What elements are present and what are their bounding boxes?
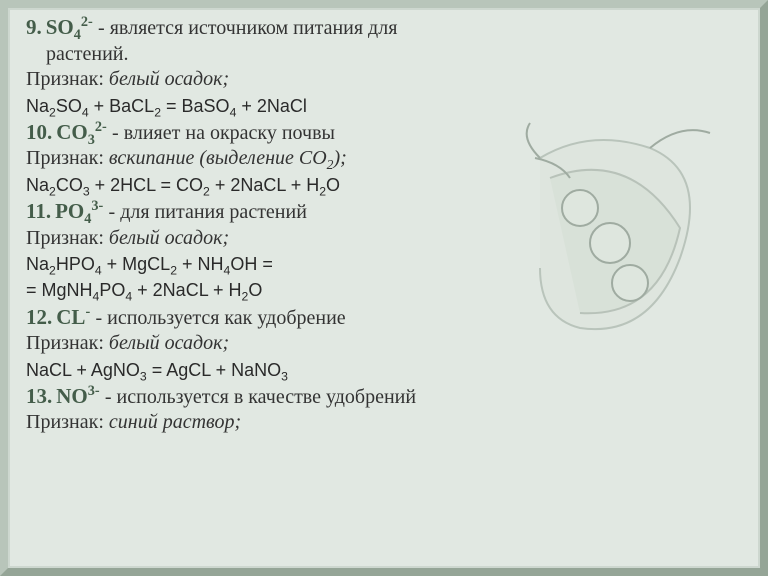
ion-base: CO: [56, 120, 88, 144]
sign-label: Признак:: [26, 227, 109, 249]
ion-formula: PO43-: [55, 199, 108, 223]
ion-formula: SO42-: [46, 15, 98, 39]
item-number: 13.: [26, 384, 52, 408]
sign-label: Признак:: [26, 332, 109, 354]
sign-tail: );: [333, 147, 346, 169]
ion-formula: NO3-: [56, 384, 105, 408]
item-10-heading: 10. CO32- - влияет на окраску почвы: [26, 119, 742, 147]
item-11-heading: 11. PO43- - для питания растений: [26, 198, 742, 226]
sign-text: белый осадок;: [109, 332, 229, 354]
item-number: 10.: [26, 120, 52, 144]
ion-charge: 2-: [95, 119, 107, 135]
item-11-equation-2: = MgNH4PO4 + 2NaCL + H2O: [26, 277, 742, 303]
item-desc: - используется в качестве удобрений: [105, 386, 416, 408]
ion-base: CL: [56, 305, 85, 329]
ion-charge: 3-: [91, 198, 103, 214]
sign-text: синий раствор;: [109, 411, 241, 433]
sign-text: вскипание (выделение CO2);: [109, 147, 347, 169]
ion-base: SO: [46, 15, 74, 39]
item-11-sign: Признак: белый осадок;: [26, 226, 742, 252]
item-12-sign: Признак: белый осадок;: [26, 331, 742, 357]
item-9-equation: Na2SO4 + BaCL2 = BaSO4 + 2NaCl: [26, 93, 742, 119]
item-10-sign: Признак: вскипание (выделение CO2);: [26, 146, 742, 172]
sign-text: белый осадок;: [109, 68, 229, 90]
ion-charge: 3-: [88, 383, 100, 399]
slide-container: 9. SO42- - является источником питания д…: [0, 0, 768, 576]
item-9-sign: Признак: белый осадок;: [26, 67, 742, 93]
item-desc: - является источником питания для: [98, 17, 397, 39]
item-desc: - влияет на окраску почвы: [112, 122, 335, 144]
item-desc: - используется как удобрение: [95, 307, 345, 329]
item-10-equation: Na2CO3 + 2HCL = CO2 + 2NaCL + H2O: [26, 172, 742, 198]
ion-formula: CO32-: [56, 120, 112, 144]
sign-label: Признак:: [26, 68, 109, 90]
item-9-heading: 9. SO42- - является источником питания д…: [26, 14, 742, 42]
item-11-equation-1: Na2HPO4 + MgCL2 + NH4OH =: [26, 251, 742, 277]
ion-charge: -: [85, 304, 90, 320]
item-13-heading: 13. NO3- - используется в качестве удобр…: [26, 383, 742, 411]
item-12-equation: NaCL + AgNO3 = AgCL + NaNO3: [26, 357, 742, 383]
item-13-sign: Признак: синий раствор;: [26, 410, 742, 436]
item-number: 11.: [26, 199, 51, 223]
sign-part: вскипание (выделение CO: [109, 147, 327, 169]
ion-charge: 2-: [81, 14, 93, 30]
ion-formula: CL-: [56, 305, 95, 329]
ion-base: NO: [56, 384, 88, 408]
item-number: 9.: [26, 15, 42, 39]
item-desc: - для питания растений: [109, 201, 307, 223]
sign-label: Признак:: [26, 411, 109, 433]
item-number: 12.: [26, 305, 52, 329]
sign-text: белый осадок;: [109, 227, 229, 249]
sign-label: Признак:: [26, 147, 109, 169]
item-desc-line2: растений.: [46, 43, 128, 65]
item-12-heading: 12. CL- - используется как удобрение: [26, 304, 742, 332]
ion-base: PO: [55, 199, 84, 223]
item-9-desc-cont: растений.: [26, 42, 742, 68]
